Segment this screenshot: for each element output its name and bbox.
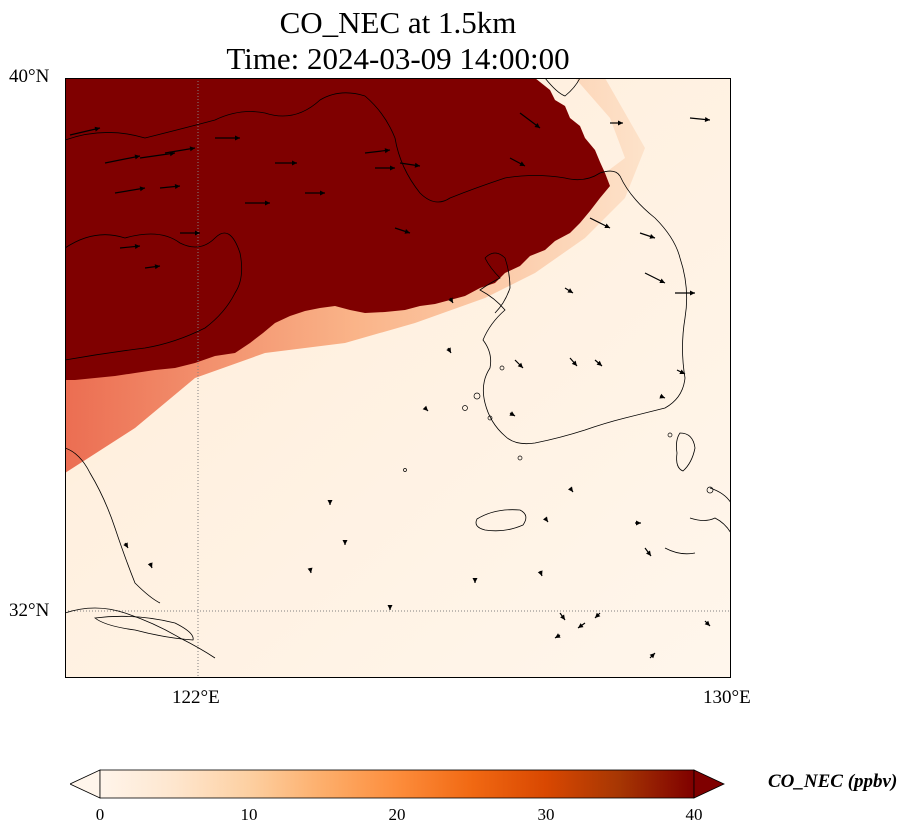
colorbar-tick-40: 40 — [685, 805, 703, 824]
colorbar-tick-20: 20 — [388, 805, 406, 824]
colorbar-tick-0: 0 — [95, 805, 105, 824]
colorbar — [70, 769, 725, 799]
lon-tick-122E: 122°E — [172, 687, 220, 708]
jeju-island — [475, 509, 527, 532]
map-frame — [65, 78, 731, 678]
colorbar-gradient — [99, 769, 695, 799]
colorbar-label: CO_NEC (ppbv) — [768, 771, 898, 792]
co-plume-max — [65, 78, 610, 380]
map-plot-area — [65, 78, 731, 678]
lon-tick-130E: 130°E — [703, 687, 751, 708]
lat-tick-40N: 40°N — [9, 66, 50, 87]
map-title: CO_NEC at 1.5km — [279, 5, 517, 40]
colorbar-extend-min — [70, 769, 101, 799]
coastlines — [65, 78, 731, 659]
colorbar-tick-10: 10 — [240, 805, 258, 824]
colorbar-tick-30: 30 — [537, 805, 555, 824]
lat-tick-32N: 32°N — [9, 600, 50, 621]
islets — [403, 365, 714, 494]
map-subtitle-time: Time: 2024-03-09 14:00:00 — [226, 41, 570, 76]
wind-vectors — [69, 112, 711, 659]
colorbar-extend-max — [693, 769, 725, 799]
